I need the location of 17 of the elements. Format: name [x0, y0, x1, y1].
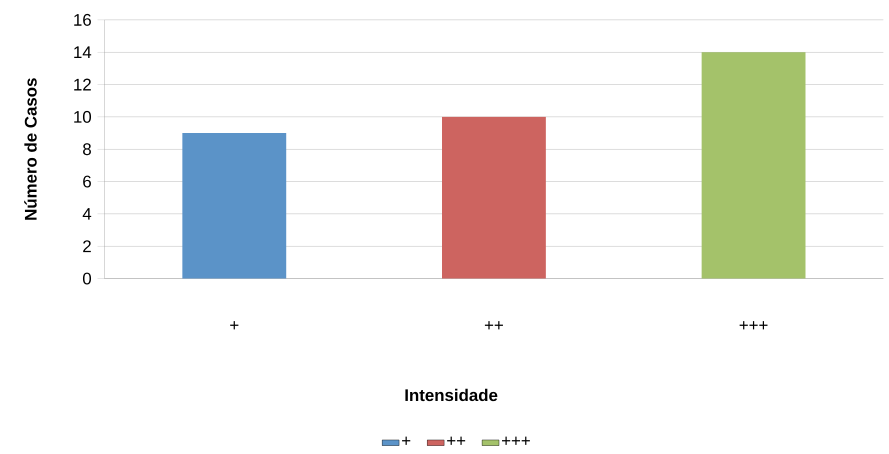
legend-label: +++ [502, 436, 530, 446]
x-tick-label: ++ [484, 321, 503, 330]
y-tick-label: 14 [74, 46, 92, 58]
legend-label: ++ [447, 436, 466, 446]
legend-label: + [402, 436, 410, 446]
x-tick-label: + [230, 321, 238, 330]
y-axis-title: Número de Casos [24, 78, 37, 220]
y-tick-label: 2 [83, 240, 91, 252]
x-axis-title: Intensidade [405, 388, 498, 402]
x-tick-label: +++ [740, 321, 768, 330]
y-tick-label: 8 [83, 143, 91, 156]
y-tick-label: 10 [74, 111, 92, 124]
y-tick-label: 6 [83, 176, 91, 188]
y-tick-label: 16 [74, 14, 91, 26]
y-tick-label: 12 [74, 78, 91, 91]
y-tick-label: 4 [82, 208, 92, 220]
y-tick-label: 0 [82, 272, 92, 285]
